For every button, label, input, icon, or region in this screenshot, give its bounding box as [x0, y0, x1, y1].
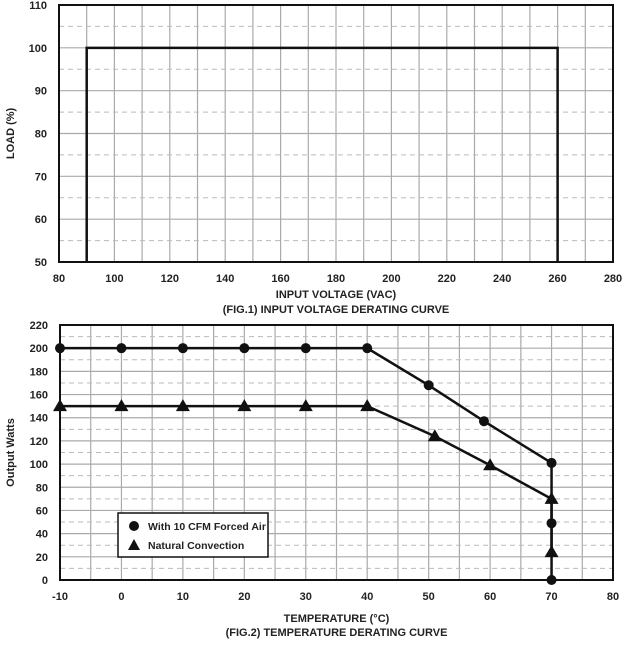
- x-tick-label: 160: [271, 273, 289, 285]
- y-tick-label: 120: [30, 436, 48, 448]
- x-tick-label: 120: [161, 273, 179, 285]
- x-tick-label: 140: [216, 273, 234, 285]
- data-point-circle: [239, 343, 250, 354]
- data-point-triangle: [427, 429, 442, 442]
- x-tick-label: 220: [438, 273, 456, 285]
- chart-title: (FIG.1) INPUT VOLTAGE DERATING CURVE: [223, 304, 450, 316]
- x-tick-label: 50: [423, 591, 435, 603]
- data-point-circle: [116, 343, 127, 354]
- data-point-triangle: [483, 458, 498, 471]
- chart-2: -10 0 10 20 30 40 50 60 70 80 0 20 40 60 80 100 120 140 16…: [5, 320, 619, 639]
- x-tick-label: 30: [300, 591, 312, 603]
- plot-frame: [59, 324, 614, 581]
- x-axis-label: TEMPERATURE (°C): [284, 613, 390, 625]
- y-tick-label: 140: [30, 413, 48, 425]
- x-tick-label: -10: [52, 591, 68, 603]
- x-tick-label: 280: [604, 273, 622, 285]
- data-point-circle: [546, 575, 557, 585]
- x-tick-label: 240: [493, 273, 511, 285]
- y-tick-label: 60: [36, 505, 48, 517]
- y-tick-label: 0: [42, 575, 48, 587]
- data-point-triangle: [360, 399, 375, 412]
- data-point-triangle: [298, 399, 313, 412]
- y-axis-label: Output Watts: [5, 418, 17, 487]
- y-tick-label: 80: [35, 129, 47, 141]
- legend: With 10 CFM Forced Air Natural Convection: [117, 512, 269, 558]
- x-axis-label: INPUT VOLTAGE (VAC): [276, 289, 397, 301]
- y-tick-label: 180: [30, 366, 48, 378]
- chart-1: 80 100 120 140 160 180 200 220 240 260 280 50 60 70 80…: [5, 0, 622, 316]
- x-tick-label: 10: [177, 591, 189, 603]
- chart-title: (FIG.2) TEMPERATURE DERATING CURVE: [226, 627, 448, 639]
- y-tick-label: 80: [36, 482, 48, 494]
- x-tick-label: 80: [53, 273, 65, 285]
- y-tick-label: 90: [35, 86, 47, 98]
- y-tick-label: 40: [36, 529, 48, 541]
- legend-label: Natural Convection: [148, 540, 244, 552]
- data-point-triangle: [175, 399, 190, 412]
- legend-label: With 10 CFM Forced Air: [148, 521, 266, 533]
- y-tick-label: 110: [29, 0, 47, 12]
- data-point-circle: [177, 343, 188, 354]
- data-point-triangle: [237, 399, 252, 412]
- y-tick-label: 60: [35, 214, 47, 226]
- y-tick-label: 220: [30, 320, 48, 332]
- legend-box: [117, 512, 269, 558]
- series-line-2: [60, 404, 553, 553]
- y-tick-label: 70: [35, 171, 47, 183]
- x-tick-label: 200: [382, 273, 400, 285]
- y-tick-label: 160: [30, 390, 48, 402]
- data-point-triangle: [114, 399, 129, 412]
- y-axis-label: LOAD (%): [5, 108, 17, 160]
- y-tick-label: 50: [35, 257, 47, 269]
- x-tick-label: 20: [238, 591, 250, 603]
- legend-circle-icon: [129, 521, 139, 531]
- data-point-circle: [423, 380, 434, 391]
- series-line-1: [85, 46, 559, 262]
- data-point-circle: [362, 343, 373, 354]
- y-tick-label: 20: [36, 552, 48, 564]
- data-point-circle: [478, 416, 489, 427]
- x-tick-label: 180: [327, 273, 345, 285]
- x-tick-label: 80: [607, 591, 619, 603]
- legend-triangle-icon: [128, 539, 140, 550]
- x-tick-label: 60: [484, 591, 496, 603]
- x-tick-label: 260: [548, 273, 566, 285]
- x-tick-label: 100: [105, 273, 123, 285]
- y-tick-label: 100: [29, 43, 47, 55]
- y-tick-label: 200: [30, 343, 48, 355]
- data-point-triangle: [53, 399, 67, 412]
- data-point-circle: [546, 457, 557, 468]
- data-point-circle: [300, 343, 311, 354]
- x-tick-label: 70: [545, 591, 557, 603]
- data-point-circle: [55, 343, 65, 354]
- data-point-triangle: [544, 491, 559, 504]
- plot-frame: [58, 4, 614, 263]
- y-tick-label: 100: [30, 459, 48, 471]
- data-point-triangle: [544, 545, 559, 558]
- x-tick-label: 40: [361, 591, 373, 603]
- x-tick-label: 0: [118, 591, 124, 603]
